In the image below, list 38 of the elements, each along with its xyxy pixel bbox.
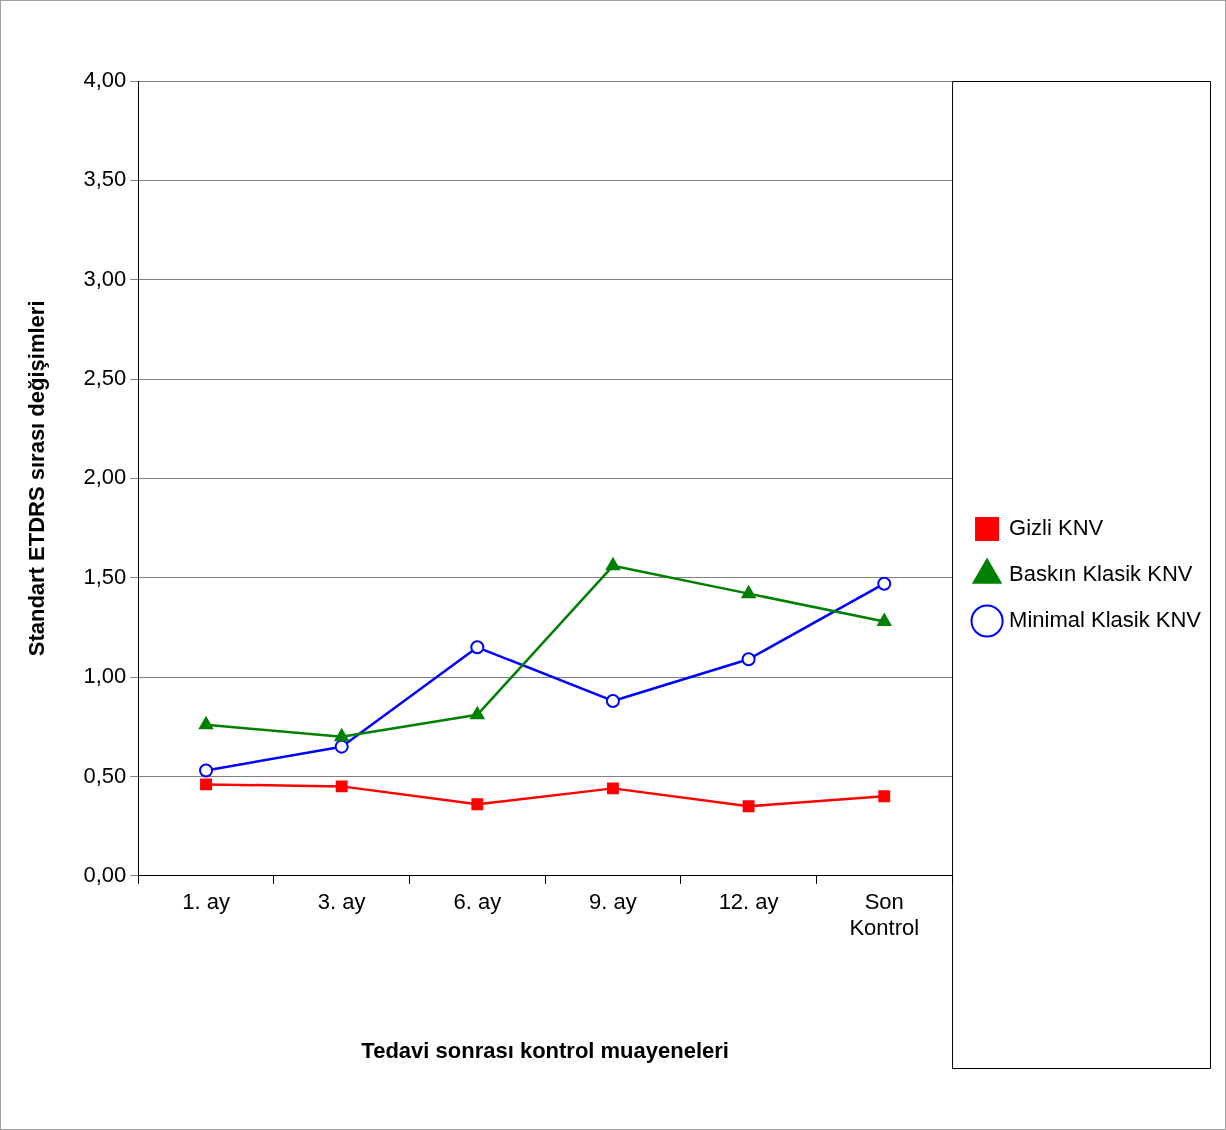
x-tick-label: 3. ay: [317, 889, 366, 915]
point: [334, 728, 349, 742]
point: [877, 576, 892, 591]
point: [470, 706, 485, 720]
x-axis-title: Tedavi sonrası kontrol muayeneleri: [361, 1037, 729, 1063]
point: [200, 778, 212, 791]
x-tick-label: 9. ay: [589, 889, 637, 915]
y-tick-label: 1,00: [83, 663, 127, 689]
x-tick-label: 1. ay: [182, 889, 230, 915]
point: [471, 798, 484, 811]
point: [605, 693, 620, 708]
point: [742, 800, 755, 813]
y-tick-label: 3,00: [83, 265, 127, 291]
y-axis-title: Standart ETDRS sırası değişimleri: [24, 300, 50, 657]
point: [470, 640, 485, 655]
point: [335, 780, 348, 793]
y-tick-label: 2,00: [83, 464, 127, 490]
point: [877, 613, 892, 626]
x-tick-label: 6. ay: [453, 889, 502, 915]
point: [334, 739, 349, 754]
y-tick-label: 3,50: [83, 166, 127, 192]
y-tick-label: 2,50: [83, 365, 127, 391]
y-tick-label: 4,00: [83, 67, 127, 93]
legend-label: Gizli KNV: [1009, 515, 1104, 541]
point: [741, 585, 756, 599]
y-tick-label: 0,50: [83, 762, 127, 788]
point: [741, 652, 756, 667]
point: [878, 790, 891, 803]
x-tick-label: Son Kontrol: [849, 889, 920, 941]
legend-label: Baskın Klasik KNV: [1009, 561, 1193, 587]
y-tick-label: 1,50: [83, 563, 127, 589]
point: [198, 716, 214, 730]
point: [199, 763, 214, 778]
legend-label: Minimal Klasik KNV: [1009, 607, 1202, 633]
point: [605, 557, 621, 571]
point: [607, 782, 619, 795]
y-tick-label: 0,00: [83, 861, 127, 887]
x-tick-label: 12. ay: [718, 889, 779, 915]
